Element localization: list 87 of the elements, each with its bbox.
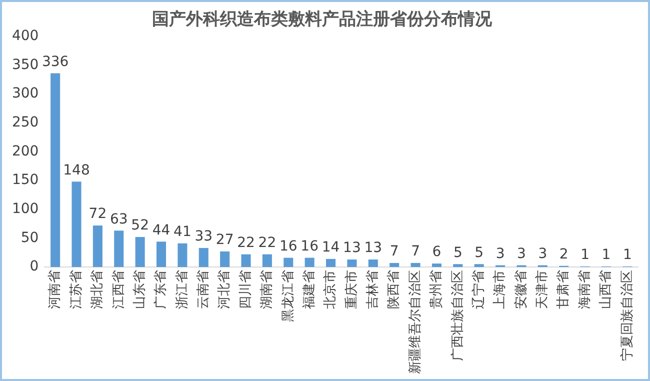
bar xyxy=(220,251,230,267)
data-label: 336 xyxy=(42,54,69,70)
x-tick-label: 湖南省 xyxy=(260,270,275,309)
x-tick-label: 宁夏回族自治区 xyxy=(618,270,635,361)
bar xyxy=(390,262,400,267)
bar xyxy=(241,254,251,267)
x-tick-label: 重庆市 xyxy=(344,270,360,309)
x-tick-label: 浙江省 xyxy=(174,270,190,309)
data-label: 148 xyxy=(63,162,90,178)
x-tick-label: 湖北省 xyxy=(90,270,106,309)
x-tick-label: 贵州省 xyxy=(429,270,444,309)
x-tick-label: 安徽省 xyxy=(512,270,529,309)
data-label: 1 xyxy=(622,247,632,264)
bar xyxy=(178,243,188,267)
data-label: 13 xyxy=(343,240,361,256)
bar xyxy=(347,260,357,267)
data-label: 72 xyxy=(88,206,107,222)
x-tick-label: 北京市 xyxy=(323,270,338,309)
y-tick-label: 200 xyxy=(12,143,39,160)
data-label: 5 xyxy=(453,244,462,261)
data-label: 2 xyxy=(559,246,568,262)
y-tick-label: 300 xyxy=(12,86,39,102)
x-tick-label: 河北省 xyxy=(217,270,232,309)
bar xyxy=(304,258,314,267)
data-label: 44 xyxy=(152,222,170,238)
data-label: 5 xyxy=(474,244,484,261)
y-tick-label: 50 xyxy=(20,230,39,246)
data-label: 1 xyxy=(602,247,611,264)
y-tick-label: 250 xyxy=(12,114,39,131)
bar xyxy=(410,262,420,267)
x-tick-label: 上海市 xyxy=(492,270,508,309)
x-tick-label: 山西省 xyxy=(598,270,614,309)
x-tick-label: 四川省 xyxy=(238,270,254,309)
x-tick-label: 山东省 xyxy=(132,270,148,309)
y-tick-label: 350 xyxy=(12,56,39,73)
x-tick-label: 广西壮族自治区 xyxy=(450,270,466,361)
chart-title: 国产外科织造布类敷料产品注册省份分布情况 xyxy=(152,10,493,30)
data-label: 3 xyxy=(538,246,548,262)
x-tick-label: 新疆维吾尔自治区 xyxy=(408,270,423,374)
data-label: 63 xyxy=(110,211,128,228)
data-label: 6 xyxy=(432,244,442,260)
data-label: 16 xyxy=(300,238,319,254)
x-tick-label: 甘肃省 xyxy=(556,270,572,309)
x-tick-label: 福建省 xyxy=(302,270,317,309)
y-tick-label: 0 xyxy=(30,258,39,275)
data-label: 27 xyxy=(216,232,234,248)
bar xyxy=(284,258,294,267)
bar xyxy=(453,264,463,267)
bar xyxy=(198,248,208,267)
x-tick-label: 广东省 xyxy=(154,270,169,309)
data-label: 22 xyxy=(237,234,255,251)
data-label: 3 xyxy=(517,246,526,262)
data-label: 7 xyxy=(390,244,399,260)
bar xyxy=(326,258,336,267)
bar xyxy=(474,264,484,267)
bar xyxy=(368,260,378,267)
bar xyxy=(50,73,60,267)
x-tick-label: 云南省 xyxy=(196,270,212,309)
data-label: 33 xyxy=(194,228,213,245)
x-tick-label: 河南省 xyxy=(48,270,63,309)
x-tick-label: 黑龙江省 xyxy=(280,270,296,322)
data-label: 1 xyxy=(580,247,590,264)
bar xyxy=(114,230,124,267)
data-label: 14 xyxy=(322,240,340,256)
bar xyxy=(156,242,166,267)
bar xyxy=(135,237,145,267)
data-label: 3 xyxy=(496,246,505,262)
bar xyxy=(72,182,82,267)
bar xyxy=(92,225,102,267)
y-tick-label: 400 xyxy=(12,28,39,44)
data-label: 41 xyxy=(174,224,192,240)
x-tick-label: 江苏省 xyxy=(68,270,84,309)
bar xyxy=(262,254,272,267)
x-tick-label: 天津市 xyxy=(535,270,550,309)
x-tick-label: 吉林省 xyxy=(366,270,381,309)
x-tick-label: 海南省 xyxy=(577,270,592,309)
x-tick-label: 陕西省 xyxy=(386,270,402,309)
data-label: 16 xyxy=(279,238,298,254)
x-tick-label: 江西省 xyxy=(111,270,126,309)
data-label: 13 xyxy=(364,240,382,256)
data-label: 52 xyxy=(131,218,149,234)
x-tick-label: 辽宁省 xyxy=(470,270,486,309)
data-label: 7 xyxy=(411,244,420,260)
y-tick-label: 150 xyxy=(12,172,39,188)
y-tick-label: 100 xyxy=(12,200,39,217)
data-label: 22 xyxy=(258,234,276,251)
bar xyxy=(432,264,442,267)
